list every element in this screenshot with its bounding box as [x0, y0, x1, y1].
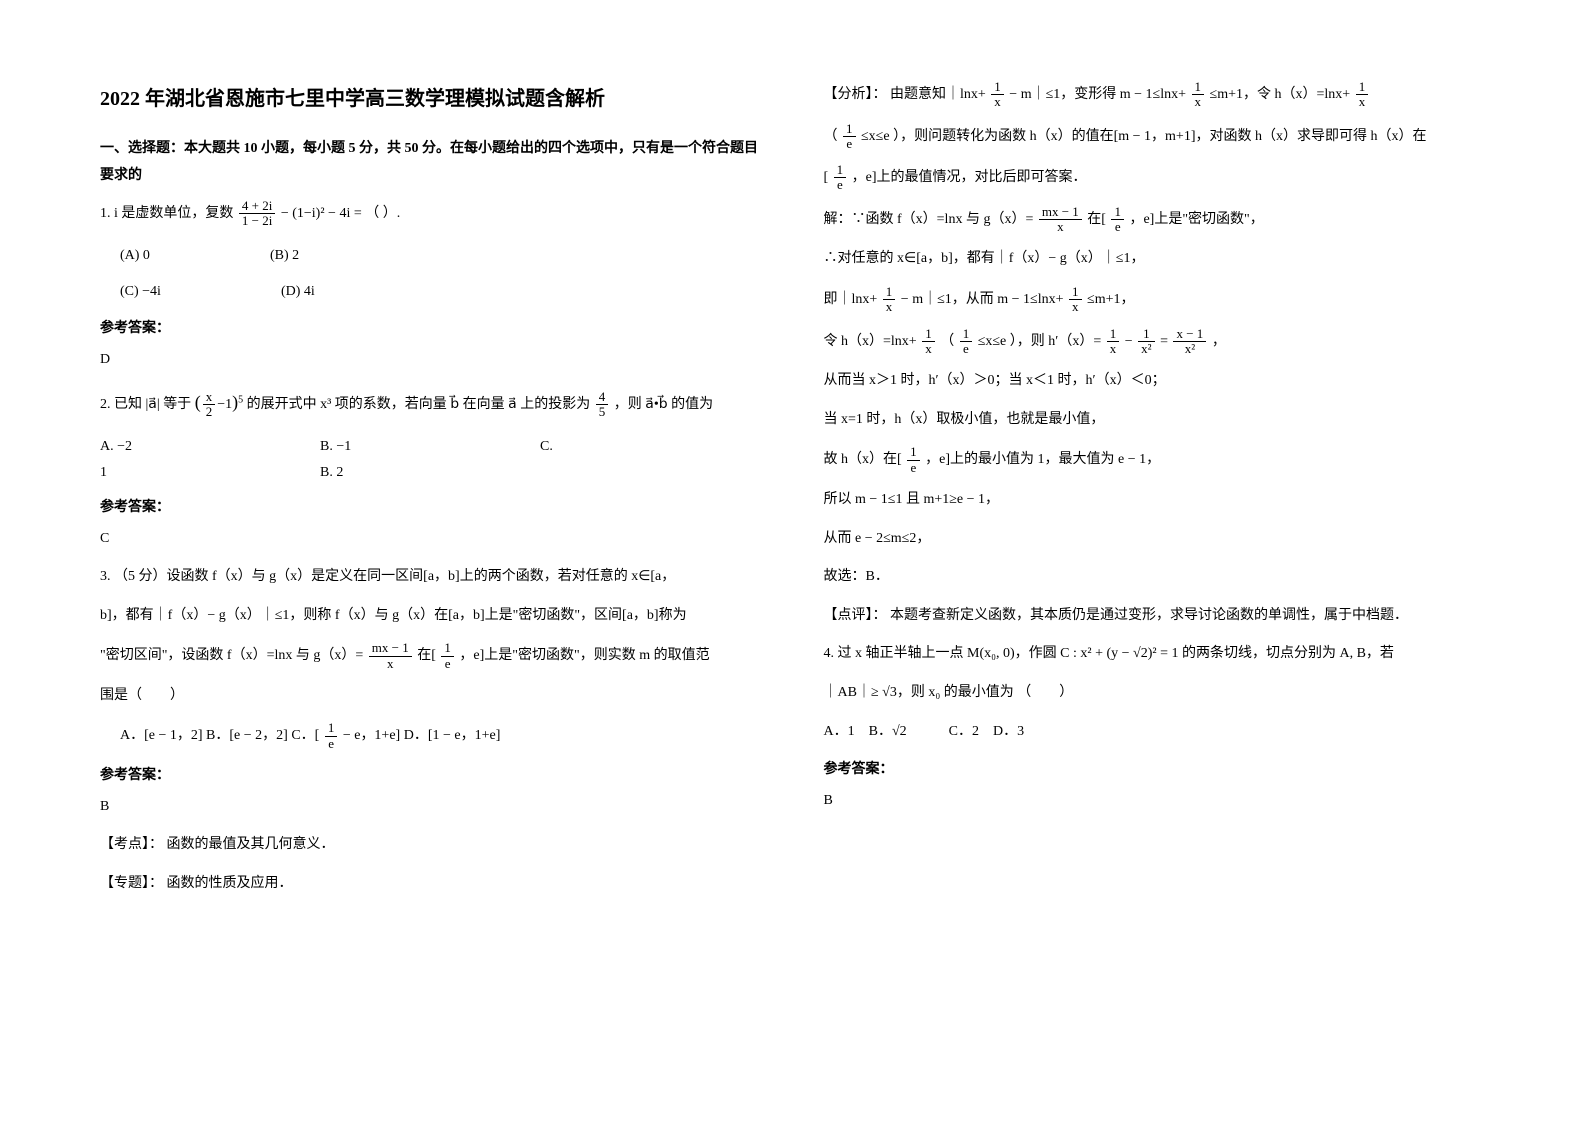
q2-rest: −1 — [217, 397, 232, 412]
q2-options-row2: 1 B. 2 — [100, 460, 764, 487]
document-title: 2022 年湖北省恩施市七里中学高三数学理模拟试题含解析 — [100, 80, 764, 118]
q2-answer: C — [100, 526, 764, 553]
left-column: 2022 年湖北省恩施市七里中学高三数学理模拟试题含解析 一、选择题：本大题共 … — [100, 80, 764, 1042]
frac-1x-d: 1 x — [883, 285, 896, 315]
q1-options-row2: (C) −4i (D) 4i — [120, 279, 764, 306]
line3: [ 1 e ，e]上的最值情况，对比后即可答案． — [824, 163, 1488, 193]
q3-g-frac: mx − 1 x — [369, 641, 412, 671]
solve-line: 解：∵函数 f（x）=lnx 与 g（x）= mx − 1 x 在[ 1 e ，… — [824, 205, 1488, 235]
q3-stem2: b]，都有｜f（x）− g（x）｜≤1，则称 f（x）与 g（x）在[a，b]上… — [100, 603, 764, 630]
deriv-1: 1 x — [1107, 327, 1120, 357]
q1-stem-prefix: 1. i 是虚数单位，复数 — [100, 206, 237, 221]
q2-opt-a: A. −2 — [100, 434, 320, 461]
q2-vec: |a⃗| — [146, 397, 160, 412]
q2-opt-b: B. −1 — [320, 434, 540, 461]
q3-optc-frac: 1 e — [325, 721, 338, 751]
q3-stem1: 3. （5 分）设函数 f（x）与 g（x）是定义在同一区间[a，b]上的两个函… — [100, 564, 764, 591]
q2-opt-b2: B. 2 — [320, 460, 343, 487]
q3-zhuanti: 【专题】： 函数的性质及应用． — [100, 871, 764, 898]
section-heading: 一、选择题：本大题共 10 小题，每小题 5 分，共 50 分。在每小题给出的四… — [100, 136, 764, 189]
q1-opt-a: (A) 0 — [120, 243, 150, 270]
line7: 令 h（x）=lnx+ 1 x （ 1 e ≤x≤e ），则 h′（x）= 1 … — [824, 327, 1488, 357]
dianping: 【点评】： 本题考查新定义函数，其本质仍是通过变形，求导讨论函数的单调性，属于中… — [824, 603, 1488, 630]
q4-answer-label: 参考答案： — [824, 757, 1488, 784]
q1-answer-label: 参考答案： — [100, 316, 764, 343]
solve-e-frac: 1 e — [1111, 205, 1124, 235]
q3-stem3: "密切区间"，设函数 f（x）=lnx 与 g（x）= mx − 1 x 在[ … — [100, 641, 764, 671]
frac-1e-a: 1 e — [843, 122, 856, 152]
q2-exp: 5 — [238, 395, 243, 406]
q1-stem-suffix: − (1−i)² − 4i = （ ）. — [281, 206, 400, 221]
q2-proj-frac: 4 5 — [596, 390, 609, 420]
line11: 所以 m − 1≤1 且 m+1≥e − 1， — [824, 487, 1488, 514]
q3-kaodian: 【考点】： 函数的最值及其几何意义． — [100, 832, 764, 859]
q4-options: A．1 B．√2 C．2 D．3 — [824, 719, 1488, 746]
q3-answer-label: 参考答案： — [100, 763, 764, 790]
deriv-2: 1 x² — [1138, 327, 1154, 357]
q2-base-frac: x 2 — [203, 390, 216, 420]
q2-opt-c: C. — [540, 434, 553, 461]
right-column: 【分析】： 由题意知｜lnx+ 1 x − m｜≤1，变形得 m − 1≤lnx… — [824, 80, 1488, 1042]
line9: 当 x=1 时，h（x）取极小值，也就是最小值， — [824, 407, 1488, 434]
q1-options-row1: (A) 0 (B) 2 — [120, 243, 764, 270]
line2: （ 1 e ≤x≤e ），则问题转化为函数 h（x）的值在[m − 1，m+1]… — [824, 122, 1488, 152]
fenxi-line: 【分析】： 由题意知｜lnx+ 1 x − m｜≤1，变形得 m − 1≤lnx… — [824, 80, 1488, 110]
frac-1x-b: 1 x — [1192, 80, 1205, 110]
frac-1x-c: 1 x — [1356, 80, 1369, 110]
q4-stem1: 4. 过 x 轴正半轴上一点 M(x₀, 0)，作圆 C : x² + (y −… — [824, 641, 1488, 668]
question-2: 2. 已知 |a⃗| 等于 ( x 2 −1)5 的展开式中 x³ 项的系数，若… — [100, 385, 764, 420]
solve-g-frac: mx − 1 x — [1039, 205, 1082, 235]
q2-answer-label: 参考答案： — [100, 495, 764, 522]
q3-stem4: 围是（ ） — [100, 683, 764, 710]
line8: 从而当 x＞1 时，h′（x）＞0；当 x＜1 时，h′（x）＜0； — [824, 368, 1488, 395]
q2-opt-1: 1 — [100, 460, 320, 487]
line10: 故 h（x）在[ 1 e ，e]上的最小值为 1，最大值为 e − 1， — [824, 445, 1488, 475]
line13: 故选：B． — [824, 564, 1488, 591]
q4-answer: B — [824, 788, 1488, 815]
frac-1e-c: 1 e — [960, 327, 973, 357]
q2-end: ，则 a⃗•b⃗ 的值为 — [614, 397, 713, 412]
deriv-result: x − 1 x² — [1173, 327, 1206, 357]
q2-options-row1: A. −2 B. −1 C. — [100, 434, 764, 461]
frac-1x-f: 1 x — [922, 327, 935, 357]
frac-1x-e: 1 x — [1069, 285, 1082, 315]
q3-options: A．[e − 1，2] B．[e − 2，2] C．[ 1 e − e，1+e]… — [120, 721, 764, 751]
q1-opt-b: (B) 2 — [270, 243, 299, 270]
q3-e-frac: 1 e — [441, 641, 454, 671]
q1-opt-c: (C) −4i — [120, 279, 161, 306]
line6: 即｜lnx+ 1 x − m｜≤1，从而 m − 1≤lnx+ 1 x ≤m+1… — [824, 285, 1488, 315]
frac-1x-a: 1 x — [991, 80, 1004, 110]
q2-mid: 的展开式中 x³ 项的系数，若向量 b⃗ 在向量 a⃗ 上的投影为 — [247, 397, 591, 412]
q4-stem2: ｜AB｜≥ √3，则 x₀ 的最小值为 （ ） — [824, 680, 1488, 707]
q1-answer: D — [100, 347, 764, 374]
q2-prefix: 2. 已知 — [100, 397, 142, 412]
frac-1e-b: 1 e — [834, 163, 847, 193]
line5: ∴对任意的 x∈[a，b]，都有｜f（x）− g（x）｜≤1， — [824, 246, 1488, 273]
q1-fraction: 4 + 2i 1 − 2i — [239, 199, 275, 229]
q1-opt-d: (D) 4i — [281, 279, 315, 306]
line12: 从而 e − 2≤m≤2， — [824, 526, 1488, 553]
question-1: 1. i 是虚数单位，复数 4 + 2i 1 − 2i − (1−i)² − 4… — [100, 199, 764, 229]
frac-1e-d: 1 e — [907, 445, 920, 475]
q3-answer: B — [100, 794, 764, 821]
q2-eq: 等于 — [163, 397, 191, 412]
